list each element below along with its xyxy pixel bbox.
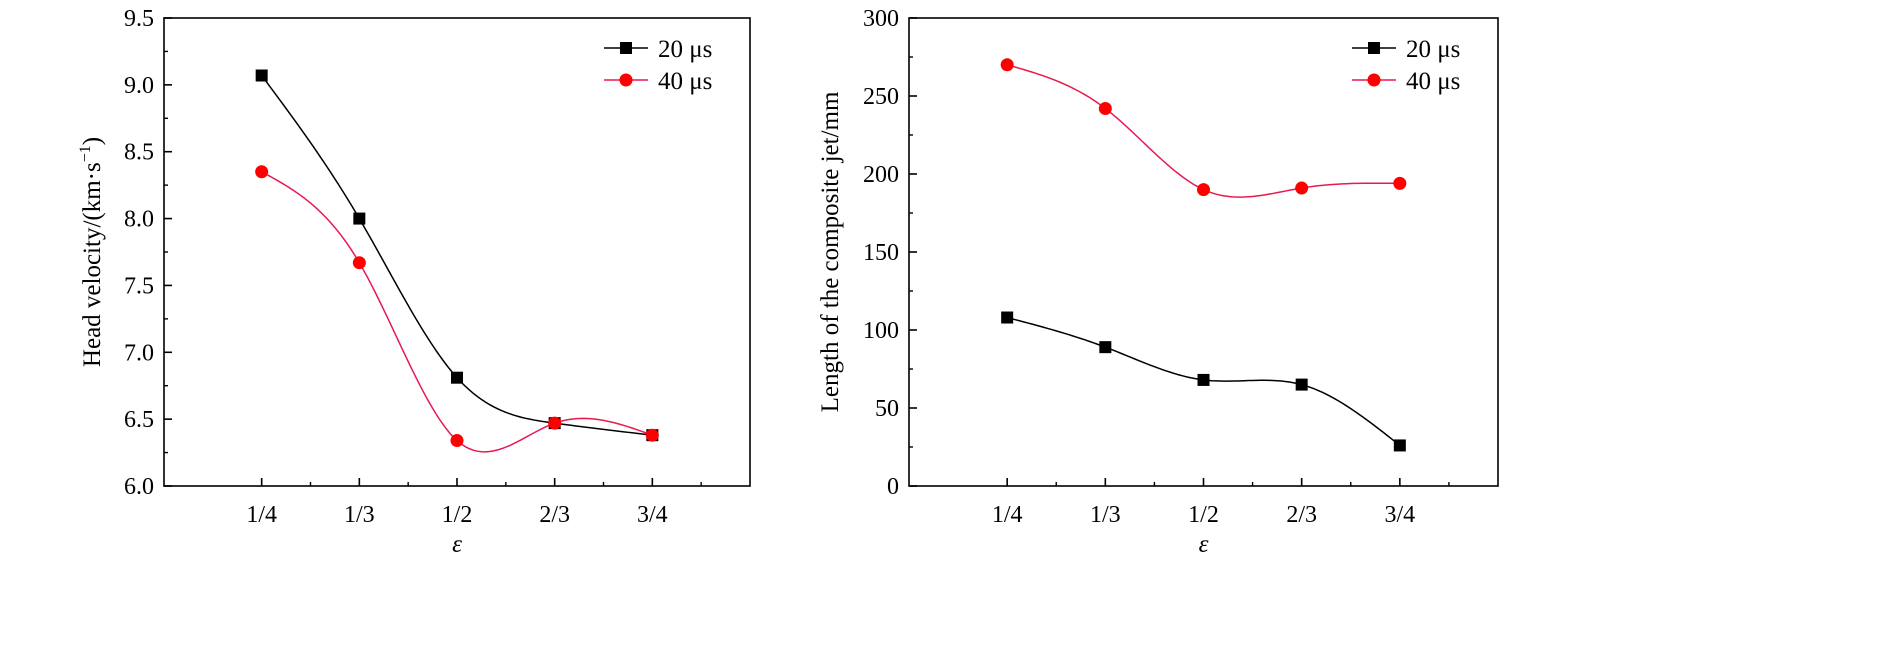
legend-marker-circle — [1367, 73, 1381, 87]
data-point-circle — [1000, 58, 1014, 72]
legend-label: 40 μs — [1406, 68, 1460, 95]
legend-label: 20 μs — [658, 36, 712, 63]
legend-marker-square — [620, 42, 632, 54]
chart-head-velocity: 6.0 6.5 7.0 7.5 8.0 8.5 9.0 9.5 1/4 1/3 1/2 2/3 3/4 ε… — [77, 6, 751, 558]
y-tick-label: 200 — [863, 162, 899, 188]
data-point-circle — [450, 434, 464, 448]
x-tick-label: 1/3 — [344, 502, 375, 528]
data-point-square — [451, 371, 463, 384]
y-axis-title-exponent: −1 — [77, 145, 94, 162]
data-point-circle — [548, 416, 562, 430]
data-point-circle — [1393, 176, 1407, 190]
x-axis-title: ε — [1199, 531, 1209, 558]
legend-label: 40 μs — [658, 68, 712, 95]
x-tick-label: 2/3 — [539, 502, 570, 528]
data-point-square — [1099, 341, 1112, 354]
y-tick-label: 0 — [887, 474, 899, 500]
y-tick-label: 9.0 — [124, 73, 154, 99]
y-tick-label: 9.5 — [124, 6, 154, 32]
y-axis-title: Length of the composite jet/mm — [817, 91, 844, 412]
series-line-1 — [261, 171, 653, 453]
y-tick-label: 8.5 — [124, 140, 154, 166]
x-tick-label: 1/2 — [442, 502, 473, 528]
x-tick-label: 1/4 — [992, 502, 1023, 528]
legend-marker-circle — [619, 73, 633, 87]
y-axis-title-base: Head velocity/(km·s — [79, 162, 106, 367]
x-axis-title: ε — [452, 531, 462, 558]
legend-label: 20 μs — [1406, 36, 1460, 63]
data-point-square — [353, 212, 366, 225]
y-axis-title-end: ) — [79, 137, 106, 145]
y-tick-label: 100 — [863, 318, 899, 344]
y-tick-label: 7.5 — [124, 273, 154, 299]
y-tick-label: 150 — [863, 240, 899, 266]
data-point-circle — [1098, 101, 1112, 115]
y-axis-title: Head velocity/(km·s−1) — [77, 137, 106, 367]
data-point-square — [1001, 311, 1014, 324]
y-tick-label: 7.0 — [124, 340, 154, 366]
y-tick-label: 6.0 — [124, 474, 154, 500]
x-tick-label: 3/4 — [1384, 502, 1415, 528]
y-tick-label: 8.0 — [124, 207, 154, 233]
data-point-circle — [1197, 183, 1210, 197]
data-point-square — [255, 69, 268, 82]
x-tick-label: 1/4 — [246, 502, 277, 528]
series-line-1 — [1006, 64, 1400, 198]
data-point-circle — [645, 428, 659, 442]
x-tick-label: 1/2 — [1188, 502, 1219, 528]
data-point-square — [1295, 378, 1308, 391]
x-tick-label: 3/4 — [637, 502, 668, 528]
x-tick-label: 2/3 — [1286, 502, 1317, 528]
data-point-circle — [1295, 181, 1309, 195]
y-tick-label: 250 — [863, 84, 899, 110]
y-tick-label: 300 — [863, 6, 899, 32]
data-point-square — [1393, 439, 1406, 452]
y-tick-label: 6.5 — [124, 407, 154, 433]
y-tick-label: 50 — [875, 396, 899, 422]
data-point-circle — [352, 256, 366, 270]
data-point-circle — [255, 165, 269, 179]
chart-jet-length: 0 50 100 150 200 250 300 1/4 1/3 1/2 2/3 3/4 ε Length… — [817, 6, 1499, 558]
legend-marker-square — [1368, 42, 1380, 54]
data-point-square — [1197, 373, 1210, 386]
x-tick-label: 1/3 — [1090, 502, 1121, 528]
